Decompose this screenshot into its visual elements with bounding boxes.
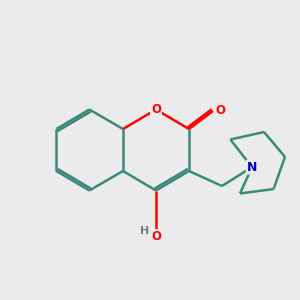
Text: O: O <box>151 230 161 243</box>
Text: O: O <box>215 104 226 118</box>
Text: H: H <box>140 226 149 236</box>
Text: N: N <box>247 160 257 174</box>
Text: O: O <box>151 103 161 116</box>
